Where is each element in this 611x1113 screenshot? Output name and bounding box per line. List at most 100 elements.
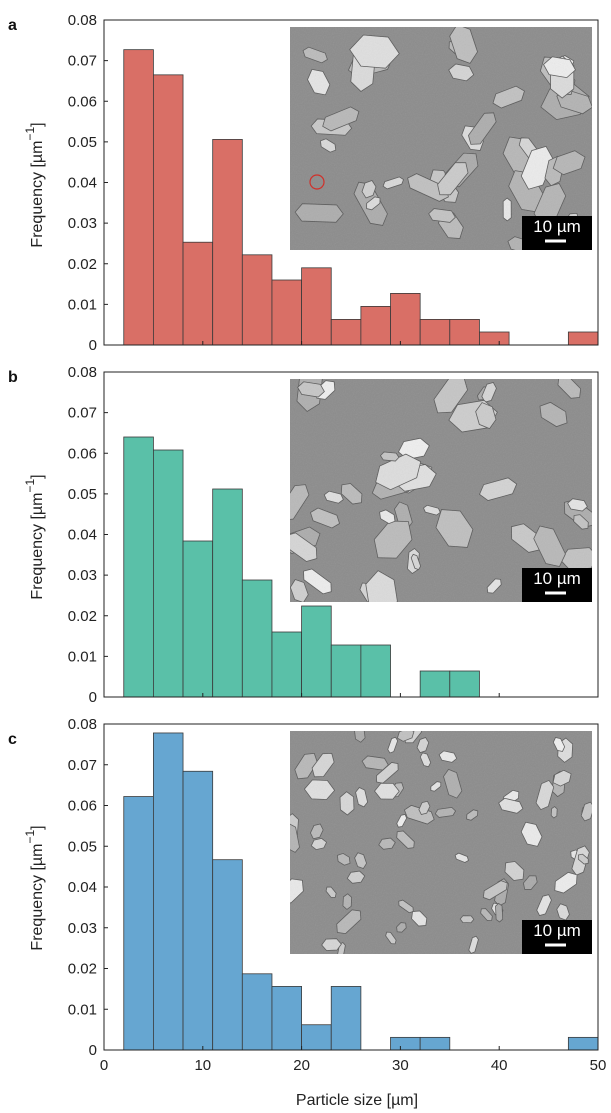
y-tick-label: 0.06	[68, 93, 97, 110]
y-tick-label: 0.08	[68, 364, 97, 381]
y-axis-label: Frequency [µm−1]	[23, 825, 46, 950]
histogram-bar	[271, 986, 302, 1051]
histogram-bars	[123, 436, 480, 698]
histogram-bar	[330, 319, 362, 346]
histogram-bar	[301, 605, 332, 698]
histogram-bar	[271, 631, 302, 698]
y-axis-label-superscript: −1	[23, 479, 37, 493]
x-ticks	[103, 693, 599, 697]
scale-bar-label: 10 µm	[533, 921, 581, 940]
y-tick-label: 0.03	[68, 215, 97, 232]
x-ticks: 0 10 20 30 40 50	[100, 1046, 607, 1074]
y-tick-label: 0	[89, 1042, 97, 1059]
y-tick-label: 0.08	[68, 716, 97, 733]
y-axis-label-main: Frequency [µm	[29, 844, 46, 951]
y-tick-label: 0.04	[68, 879, 97, 896]
y-tick-label: 0.07	[68, 53, 97, 70]
y-tick-label: 0.06	[68, 445, 97, 462]
y-tick-labels: 0 0.01 0.02 0.03 0.04 0.05 0.06 0.07 0.08	[68, 364, 108, 706]
panel-letter: b	[8, 369, 18, 386]
x-tick-label: 10	[194, 1057, 211, 1074]
marker-circle	[309, 174, 325, 190]
histogram-bar	[241, 579, 273, 698]
y-tick-label: 0.05	[68, 486, 97, 503]
histogram-bar	[419, 319, 451, 346]
histogram-bar	[360, 306, 391, 346]
y-tick-label: 0.01	[68, 296, 97, 313]
histogram-bar	[182, 540, 214, 698]
sem-inset-image: 10 µm	[290, 379, 592, 602]
histogram-bar	[390, 293, 421, 346]
histogram-bar	[330, 644, 362, 698]
y-tick-label: 0.07	[68, 405, 97, 422]
y-tick-label: 0.01	[68, 648, 97, 665]
sem-inset-image: 10 µm	[290, 731, 592, 954]
histogram-bar	[271, 279, 302, 346]
y-tick-label: 0.03	[68, 920, 97, 937]
y-axis-label: Frequency [µm−1]	[23, 122, 46, 247]
y-tick-label: 0.04	[68, 527, 97, 544]
histogram-bar	[123, 796, 154, 1051]
histogram-bar	[419, 1036, 451, 1051]
histogram-bar	[301, 1024, 332, 1051]
histogram-bar	[241, 254, 273, 346]
y-tick-label: 0.05	[68, 134, 97, 151]
y-axis-label-close: ]	[29, 122, 46, 126]
y-tick-label: 0.07	[68, 757, 97, 774]
histogram-bar	[212, 139, 243, 346]
histogram-bar	[241, 973, 273, 1051]
sem-texture	[290, 731, 592, 954]
scale-bar-label: 10 µm	[533, 569, 581, 588]
y-axis-label-main: Frequency [µm	[29, 141, 46, 248]
x-tick-label: 30	[392, 1057, 409, 1074]
y-axis-label-close: ]	[29, 474, 46, 478]
y-tick-label: 0.06	[68, 798, 97, 815]
scale-bar-box	[522, 216, 592, 250]
histogram-bar	[567, 1036, 599, 1051]
y-tick-label: 0.02	[68, 608, 97, 625]
histogram-bar	[123, 49, 154, 346]
y-tick-label: 0	[89, 689, 97, 706]
y-tick-label: 0.08	[68, 12, 97, 29]
panel-letter: a	[8, 17, 17, 34]
y-axis-label-main: Frequency [µm	[29, 493, 46, 600]
scale-bar-box	[522, 920, 592, 954]
y-tick-labels: 0 0.01 0.02 0.03 0.04 0.05 0.06 0.07 0.08	[68, 716, 108, 1059]
sem-inset-image: 10 µm	[290, 27, 592, 250]
histogram-bar	[152, 74, 184, 346]
sem-texture	[290, 27, 592, 250]
histogram-bar	[330, 986, 362, 1051]
y-tick-label: 0.02	[68, 256, 97, 273]
y-tick-label: 0.01	[68, 1001, 97, 1018]
y-axis-label-superscript: −1	[23, 830, 37, 844]
y-tick-label: 0.05	[68, 838, 97, 855]
y-tick-label: 0	[89, 337, 97, 354]
x-axis-label: Particle size [µm]	[296, 1092, 418, 1109]
y-axis-label-close: ]	[29, 825, 46, 829]
panel-c: c10 µm00.010.020.030.040.050.060.070.080…	[8, 716, 606, 1074]
histogram-bar	[449, 670, 480, 698]
y-axis-label: Frequency [µm−1]	[23, 474, 46, 599]
x-ticks	[103, 341, 599, 345]
histogram-bar	[182, 770, 214, 1051]
histogram-bar	[152, 732, 184, 1051]
histogram-bar	[479, 331, 510, 346]
panel-b: b 10 µm 0 0.01 0.02 0.03 0.04 0.05 0.06 0.07 0.08 F…	[8, 364, 599, 706]
histogram-bar	[567, 331, 599, 346]
sem-texture	[290, 379, 592, 602]
histogram-bar	[212, 859, 243, 1051]
panel-a: a 10 µm 0 0.01 0.02 0.03 0.04 0.05 0.06 0.07 0.08 F…	[8, 12, 599, 354]
histogram-bar	[182, 241, 214, 346]
histogram-bar	[301, 267, 332, 346]
y-axis-label-superscript: −1	[23, 127, 37, 141]
histogram-bar	[152, 449, 184, 698]
x-tick-label: 50	[590, 1057, 607, 1074]
y-tick-labels: 0 0.01 0.02 0.03 0.04 0.05 0.06 0.07 0.08	[68, 12, 108, 354]
x-tick-label: 20	[293, 1057, 310, 1074]
histogram-bars	[123, 732, 599, 1051]
y-tick-label: 0.04	[68, 175, 97, 192]
scale-bar-label: 10 µm	[533, 217, 581, 236]
histogram-bar	[360, 644, 391, 698]
x-tick-label: 40	[491, 1057, 508, 1074]
